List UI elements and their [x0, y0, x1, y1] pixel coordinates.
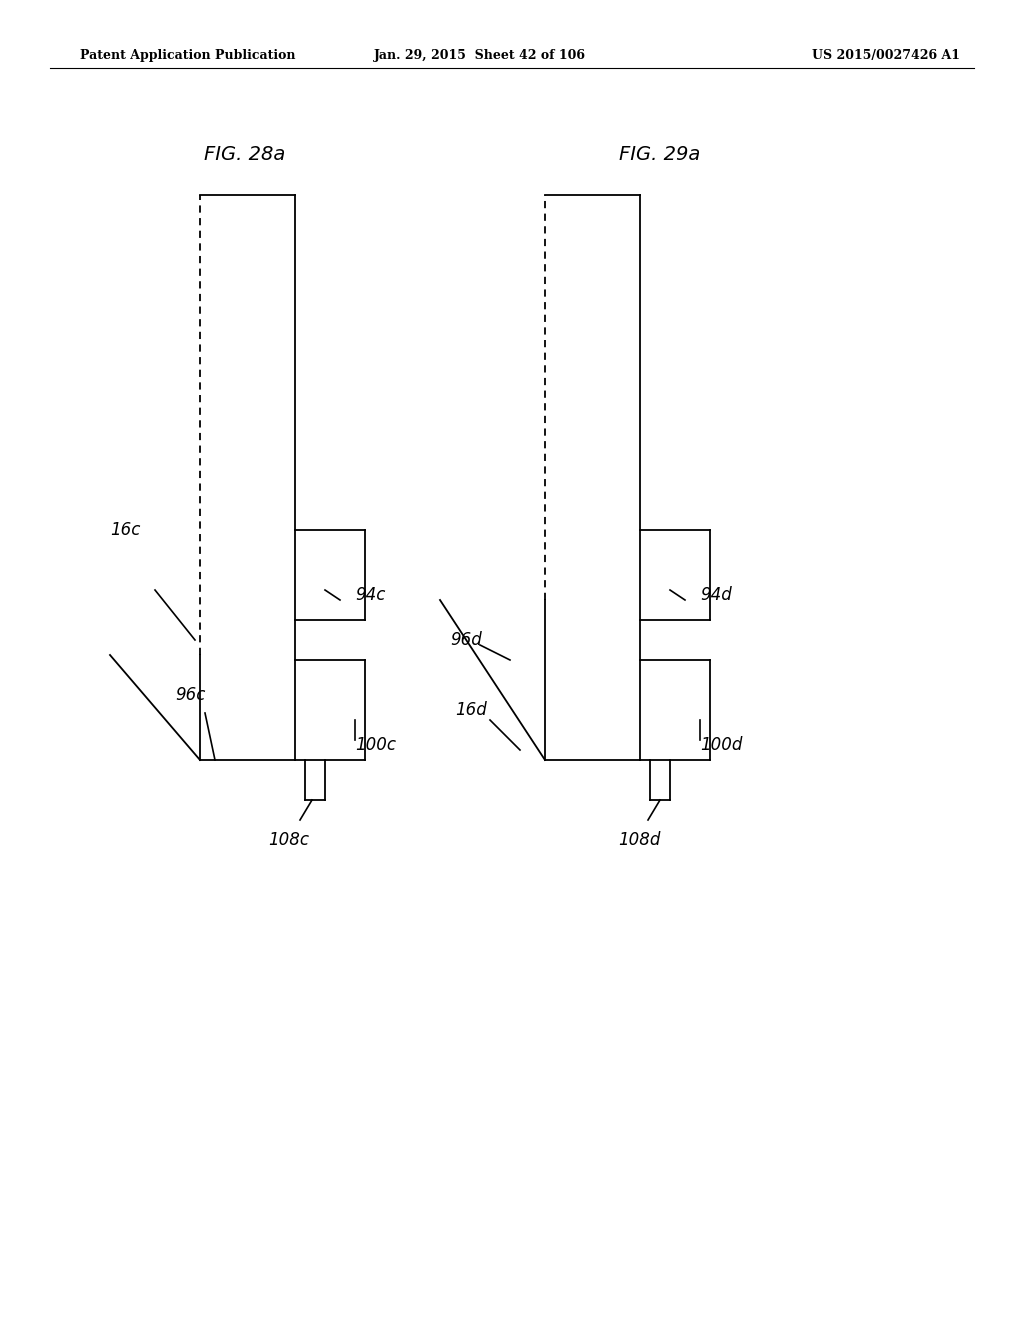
Text: 100d: 100d: [700, 737, 742, 754]
Text: 94c: 94c: [355, 586, 385, 605]
Text: 100c: 100c: [355, 737, 396, 754]
Text: FIG. 29a: FIG. 29a: [620, 145, 700, 165]
Text: 108c: 108c: [268, 832, 309, 849]
Text: 96c: 96c: [175, 686, 206, 704]
Text: 108d: 108d: [618, 832, 660, 849]
Text: Patent Application Publication: Patent Application Publication: [80, 49, 296, 62]
Text: 96d: 96d: [450, 631, 481, 649]
Text: US 2015/0027426 A1: US 2015/0027426 A1: [812, 49, 961, 62]
Text: 16c: 16c: [110, 521, 140, 539]
Text: 94d: 94d: [700, 586, 732, 605]
Text: 16d: 16d: [455, 701, 486, 719]
Text: FIG. 28a: FIG. 28a: [205, 145, 286, 165]
Text: Jan. 29, 2015  Sheet 42 of 106: Jan. 29, 2015 Sheet 42 of 106: [374, 49, 586, 62]
